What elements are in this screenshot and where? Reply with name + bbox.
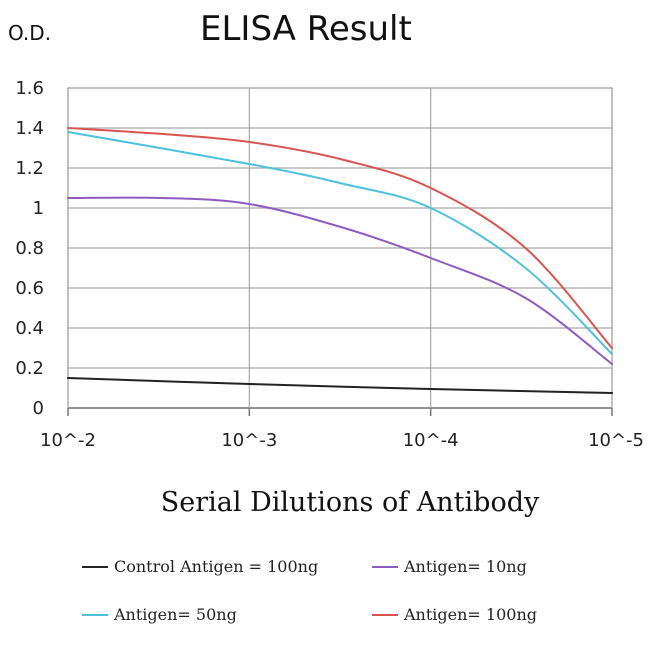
y-tick-label: 0.2 xyxy=(15,358,44,379)
series-lines xyxy=(67,127,613,394)
x-tick-labels: 10^-2 10^-3 10^-4 10^-5 xyxy=(40,430,644,451)
legend-label: Antigen= 10ng xyxy=(403,557,527,576)
legend: Control Antigen = 100ng Antigen= 10ng Anti… xyxy=(82,557,537,624)
x-tick-label: 10^-5 xyxy=(588,430,644,451)
x-tick-label: 10^-4 xyxy=(403,430,459,451)
x-axis-label: Serial Dilutions of Antibody xyxy=(161,487,540,518)
legend-item-2: Antigen= 10ng xyxy=(372,557,527,576)
legend-item-4: Antigen= 100ng xyxy=(372,605,537,624)
legend-label: Control Antigen = 100ng xyxy=(114,557,318,576)
legend-label: Antigen= 100ng xyxy=(403,605,537,624)
y-tick-labels: 0 0.2 0.4 0.6 0.8 1 1.2 1.4 1.6 xyxy=(15,78,44,419)
series-line-3 xyxy=(67,131,613,355)
legend-label: Antigen= 50ng xyxy=(113,605,237,624)
y-tick-label: 0.4 xyxy=(15,318,44,339)
series-line-1 xyxy=(67,377,613,394)
y-tick-label: 0 xyxy=(33,398,44,419)
legend-item-1: Control Antigen = 100ng xyxy=(82,557,318,576)
chart-title: ELISA Result xyxy=(200,9,412,49)
series-line-2 xyxy=(67,196,613,365)
x-tick-label: 10^-2 xyxy=(40,430,96,451)
y-tick-label: 0.8 xyxy=(15,238,44,259)
y-axis-label: O.D. xyxy=(8,21,51,45)
y-tick-label: 1 xyxy=(33,198,44,219)
legend-item-3: Antigen= 50ng xyxy=(82,605,237,624)
series-line-4 xyxy=(67,127,613,349)
y-tick-label: 1.4 xyxy=(15,118,44,139)
y-tick-label: 1.6 xyxy=(15,78,44,99)
x-tick-label: 10^-3 xyxy=(221,430,277,451)
y-tick-label: 0.6 xyxy=(15,278,44,299)
y-tick-label: 1.2 xyxy=(15,158,44,179)
